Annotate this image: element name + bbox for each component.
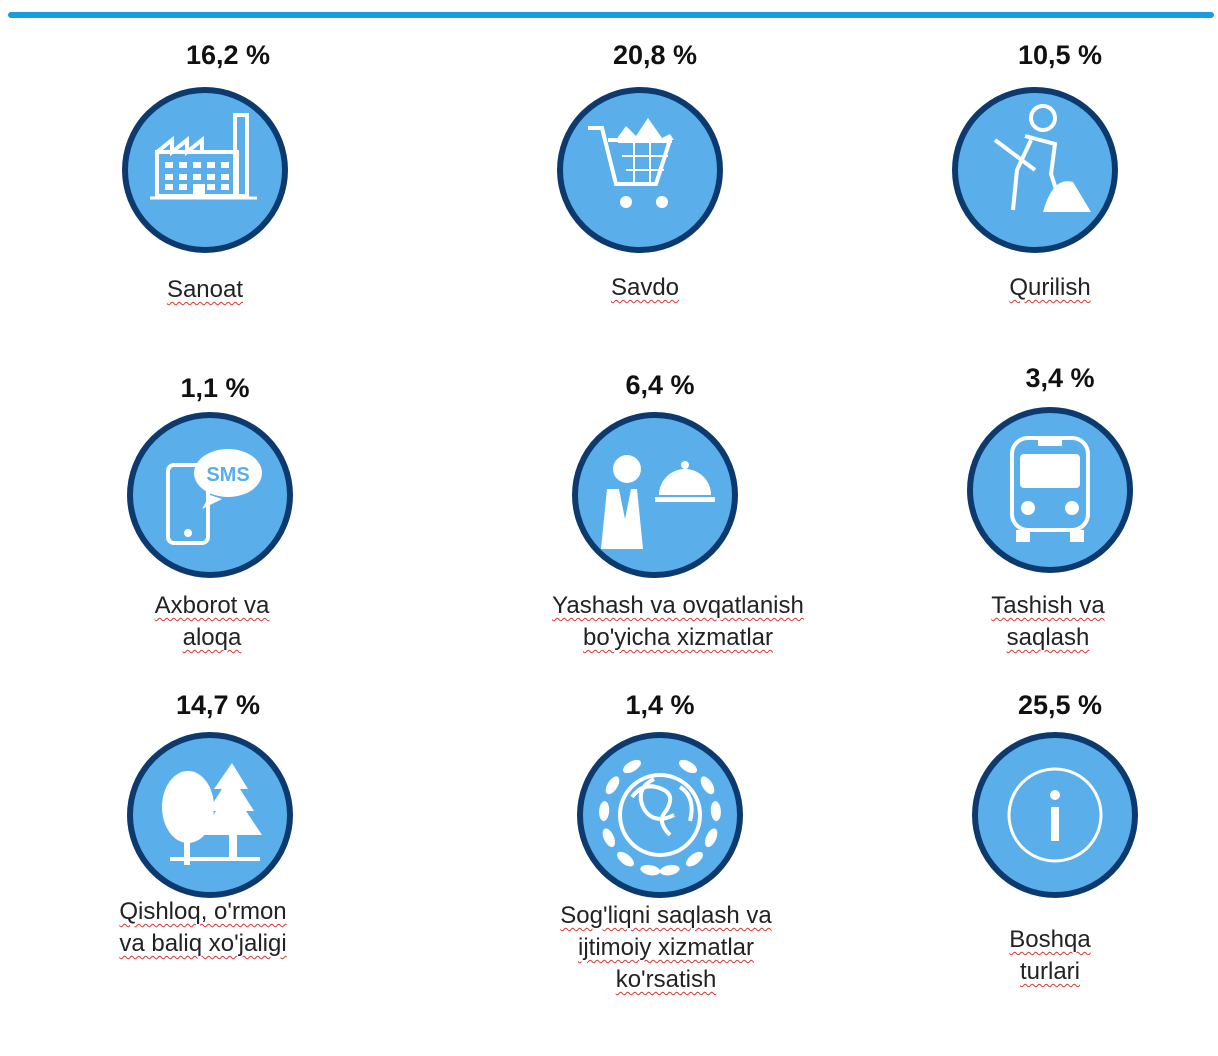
sector-label: Boshqa turlari — [850, 924, 1218, 988]
label-line: Boshqa — [1009, 926, 1091, 953]
icon-glyph — [1007, 767, 1103, 863]
sector-label: Savdo — [445, 272, 845, 304]
percent: 25,5 % — [1017, 690, 1103, 720]
sector-icon — [967, 407, 1133, 573]
icon-text: SMS — [206, 464, 249, 486]
sector-label: Tashish va saqlash — [848, 590, 1218, 654]
label-line: Yashash va ovqatlanish — [552, 592, 804, 619]
sector-icon — [122, 87, 288, 253]
sector-icon — [952, 87, 1118, 253]
sector-icon — [572, 412, 738, 578]
percent: 14,7 % — [175, 690, 261, 720]
sector-icon — [577, 732, 743, 898]
sector-label: Axborot va aloqa — [12, 590, 412, 654]
label-line: Qishloq, o'rmon — [119, 898, 287, 925]
label-line: ko'rsatish — [615, 966, 717, 993]
sector-label: Qishloq, o'rmon va baliq xo'jaligi — [3, 896, 403, 960]
label-line: saqlash — [1006, 624, 1090, 651]
percent: 6,4 % — [625, 370, 695, 400]
label-line: va baliq xo'jaligi — [119, 930, 287, 957]
icon-circle — [122, 87, 288, 253]
label-line: turlari — [1019, 958, 1080, 985]
sector-icon — [127, 732, 293, 898]
label-line: Sanoat — [166, 276, 244, 303]
icon-glyph — [601, 455, 715, 549]
sector-label: Sog'liqni saqlash va ijtimoiy xizmatlar ko… — [466, 900, 866, 996]
percent: 3,4 % — [1025, 363, 1095, 393]
icon-glyph — [150, 113, 257, 200]
sector-icon: SMS — [127, 412, 293, 578]
sector-icon — [557, 87, 723, 253]
sector-label: Yashash va ovqatlanish bo'yicha xizmatlar — [478, 590, 878, 654]
percent: 16,2 % — [185, 40, 271, 70]
label-line: ijtimoiy xizmatlar — [577, 934, 754, 961]
label-line: bo'yicha xizmatlar — [583, 624, 773, 651]
icon-circle — [967, 407, 1133, 573]
percent: 1,1 % — [180, 373, 250, 403]
label-line: Savdo — [610, 274, 680, 301]
label-line: aloqa — [182, 624, 242, 651]
sector-label: Qurilish — [850, 272, 1218, 304]
label-line: Axborot va — [154, 592, 270, 619]
label-line: Tashish va — [991, 592, 1105, 619]
icon-glyph — [993, 104, 1091, 212]
icon-glyph — [599, 759, 721, 876]
icon-glyph — [166, 449, 262, 545]
icon-glyph — [162, 763, 262, 865]
sector-icon — [972, 732, 1138, 898]
icon-glyph — [588, 118, 674, 208]
icon-glyph — [1010, 436, 1090, 542]
percent: 1,4 % — [625, 690, 695, 720]
top-rule — [8, 12, 1214, 18]
sector-label: Sanoat — [5, 274, 405, 306]
label-line: Qurilish — [1009, 274, 1091, 301]
percent: 20,8 % — [612, 40, 698, 70]
label-line: Sog'liqni saqlash va — [560, 902, 772, 929]
percent: 10,5 % — [1017, 40, 1103, 70]
